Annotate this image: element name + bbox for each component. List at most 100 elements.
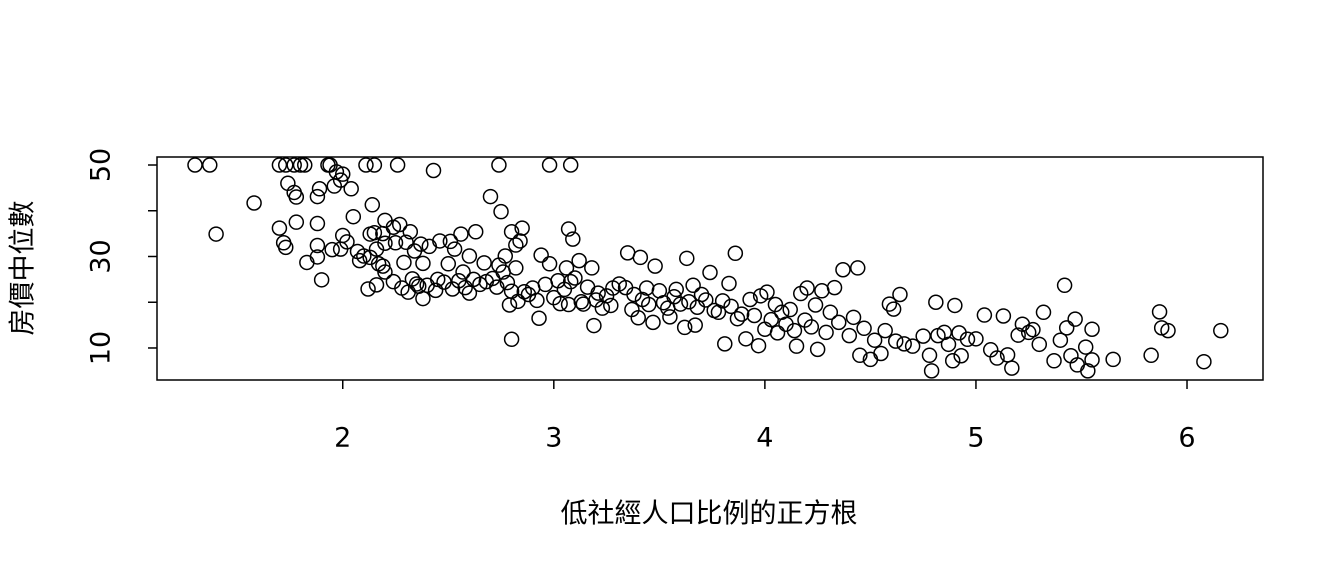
point: [571, 252, 587, 269]
point: [915, 328, 931, 344]
point: [1020, 324, 1037, 341]
point: [807, 297, 824, 313]
point: [976, 307, 993, 323]
point: [501, 297, 518, 313]
point: [408, 276, 425, 292]
point: [723, 298, 739, 315]
point: [202, 157, 218, 173]
point: [647, 258, 663, 274]
point: [782, 301, 798, 318]
point: [742, 291, 758, 308]
point: [508, 237, 524, 253]
point: [1025, 321, 1041, 338]
point: [313, 272, 330, 288]
point: [968, 331, 984, 347]
x-tick-label: 3: [545, 423, 562, 454]
point: [1031, 336, 1048, 353]
point: [759, 284, 775, 300]
point: [662, 309, 678, 325]
point: [356, 248, 372, 264]
point: [729, 310, 746, 327]
point: [1046, 353, 1062, 369]
x-axis-label: 低社經人口比例的正方根: [561, 499, 858, 530]
point: [630, 310, 646, 326]
point: [442, 233, 459, 250]
point: [1084, 321, 1100, 337]
point: [415, 290, 431, 307]
point: [415, 255, 431, 272]
point: [1035, 304, 1052, 321]
point: [560, 296, 577, 313]
point: [738, 331, 754, 347]
point: [558, 260, 575, 276]
point: [391, 216, 408, 233]
point: [364, 197, 381, 213]
point: [440, 256, 457, 272]
point: [881, 296, 898, 312]
point: [358, 157, 374, 173]
point: [799, 280, 815, 296]
point: [351, 252, 368, 269]
point: [309, 215, 326, 232]
point: [476, 255, 492, 271]
point: [989, 350, 1005, 366]
point: [389, 157, 406, 173]
point: [531, 310, 547, 326]
point: [733, 306, 750, 322]
point: [562, 273, 579, 290]
x-tick-label: 6: [1178, 423, 1195, 454]
point: [845, 309, 862, 326]
point: [461, 248, 478, 264]
point: [645, 314, 661, 331]
point: [1080, 363, 1096, 379]
point: [632, 249, 649, 266]
point: [809, 341, 826, 358]
point: [187, 157, 203, 173]
point: [831, 314, 847, 331]
y-tick-label: 10: [86, 331, 117, 365]
point: [246, 195, 262, 211]
point: [586, 317, 602, 334]
point: [567, 270, 583, 286]
point: [427, 282, 444, 299]
point: [286, 157, 302, 173]
point: [786, 322, 803, 339]
point: [685, 277, 701, 294]
point: [727, 245, 744, 262]
point: [959, 331, 976, 348]
point: [698, 292, 714, 308]
point: [309, 188, 326, 205]
point: [503, 331, 520, 348]
point: [746, 307, 763, 324]
point: [687, 317, 703, 333]
point: [421, 238, 438, 255]
point: [626, 286, 642, 303]
point: [757, 321, 773, 337]
point: [676, 319, 693, 336]
point: [510, 293, 526, 310]
point: [896, 336, 912, 352]
point: [1056, 277, 1073, 294]
point: [508, 260, 524, 276]
point: [877, 322, 893, 339]
point: [552, 295, 568, 312]
point: [387, 235, 404, 251]
point: [366, 224, 383, 241]
point: [928, 294, 944, 310]
point: [1084, 352, 1100, 368]
point: [1151, 304, 1168, 320]
point: [1105, 351, 1121, 368]
point: [814, 283, 830, 299]
point: [377, 264, 393, 280]
point: [375, 225, 391, 242]
point: [533, 247, 549, 263]
point: [446, 241, 463, 257]
point: [641, 296, 657, 313]
point: [208, 226, 224, 242]
point: [1160, 322, 1176, 339]
point: [1010, 327, 1026, 343]
point: [497, 248, 514, 264]
point: [852, 347, 868, 364]
point: [402, 224, 419, 240]
point: [560, 221, 577, 237]
